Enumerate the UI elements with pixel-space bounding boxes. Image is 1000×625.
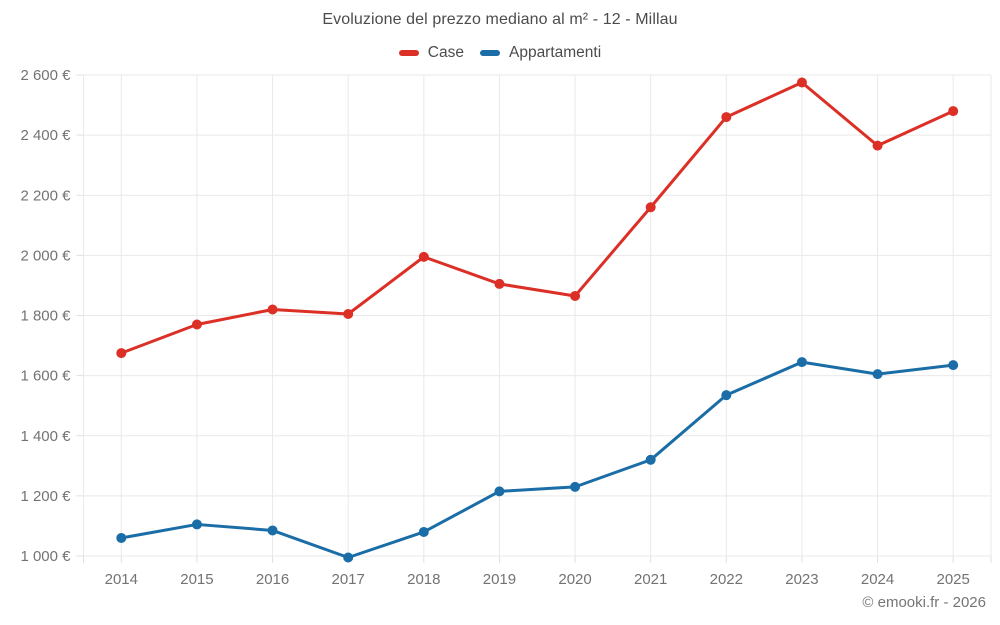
data-point-appartamenti-2014[interactable] [116, 532, 127, 543]
y-axis-tick-label: 2 400 € [20, 127, 71, 144]
legend-label-case: Case [427, 44, 464, 61]
data-point-case-2024[interactable] [872, 140, 883, 151]
legend-item-appartamenti[interactable]: Appartamenti [479, 44, 602, 62]
data-point-case-2021[interactable] [645, 202, 656, 213]
data-point-appartamenti-2015[interactable] [191, 519, 202, 530]
data-point-appartamenti-2019[interactable] [494, 486, 505, 497]
chart-legend: Case Appartamenti [0, 44, 1000, 62]
y-axis-tick-label: 1 600 € [20, 368, 71, 385]
attribution-text: © emooki.fr - 2026 [862, 594, 986, 611]
x-axis-tick-label: 2017 [332, 571, 365, 588]
data-point-appartamenti-2021[interactable] [645, 454, 656, 465]
y-axis-tick-label: 2 600 € [20, 67, 71, 84]
y-axis-tick-label: 2 200 € [20, 187, 71, 204]
legend-item-case[interactable]: Case [398, 44, 464, 62]
case-series-marker-icon [398, 50, 419, 56]
y-axis-tick-label: 1 400 € [20, 428, 71, 445]
x-axis-tick-label: 2018 [407, 571, 440, 588]
series-line-appartamenti [119, 360, 955, 560]
y-axis-tick-label: 1 000 € [20, 548, 71, 565]
data-point-case-2025[interactable] [948, 106, 959, 117]
x-axis-tick-label: 2019 [483, 571, 516, 588]
data-point-appartamenti-2025[interactable] [948, 360, 959, 371]
x-axis-tick-label: 2025 [937, 571, 970, 588]
data-point-appartamenti-2016[interactable] [267, 525, 278, 536]
x-axis-tick-label: 2016 [256, 571, 289, 588]
x-axis-tick-label: 2014 [105, 571, 138, 588]
x-axis-tick-label: 2022 [710, 571, 743, 588]
y-axis-tick-label: 1 200 € [20, 488, 71, 505]
data-point-case-2019[interactable] [494, 278, 505, 289]
y-axis-tick-label: 1 800 € [20, 308, 71, 325]
data-point-appartamenti-2024[interactable] [872, 369, 883, 380]
data-point-case-2023[interactable] [796, 77, 807, 88]
x-axis-tick-label: 2023 [785, 571, 818, 588]
appartamenti-series-marker-icon [479, 50, 500, 56]
data-point-case-2015[interactable] [191, 319, 202, 330]
chart-title: Evoluzione del prezzo mediano al m² - 12… [322, 11, 678, 28]
data-point-case-2017[interactable] [343, 308, 354, 319]
data-point-case-2020[interactable] [570, 290, 581, 301]
data-point-appartamenti-2018[interactable] [418, 526, 429, 537]
data-point-case-2014[interactable] [116, 348, 127, 359]
data-point-appartamenti-2022[interactable] [721, 390, 732, 401]
data-point-case-2022[interactable] [721, 112, 732, 123]
data-point-case-2018[interactable] [418, 251, 429, 262]
x-axis-tick-label: 2020 [558, 571, 591, 588]
x-axis-tick-label: 2015 [180, 571, 213, 588]
data-point-appartamenti-2020[interactable] [570, 481, 581, 492]
x-axis-tick-label: 2024 [861, 571, 894, 588]
legend-label-appartamenti: Appartamenti [508, 44, 602, 61]
x-axis-tick-label: 2021 [634, 571, 667, 588]
series-line-case [119, 81, 955, 355]
y-axis-tick-label: 2 000 € [20, 247, 71, 264]
data-point-appartamenti-2017[interactable] [343, 552, 354, 563]
data-point-case-2016[interactable] [267, 304, 278, 315]
data-point-appartamenti-2023[interactable] [796, 357, 807, 368]
